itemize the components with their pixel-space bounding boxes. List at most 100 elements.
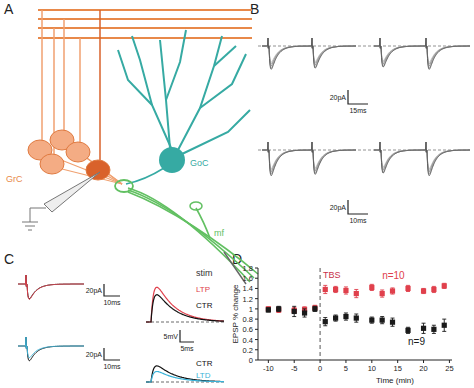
scale-label: 15ms: [349, 107, 367, 114]
plot: 00.20.40.60.811.21.41.61.8-10-5051015202…: [231, 264, 454, 385]
scale-label: 20pA: [330, 204, 347, 212]
y-tick: [255, 329, 258, 330]
x-tick-label: 15: [394, 364, 402, 373]
y-tick-label: 0.6: [243, 325, 253, 334]
x-tick: [294, 360, 295, 363]
parallel-fiber: [38, 37, 252, 39]
epsc-trace: [374, 142, 470, 170]
data-area: [266, 268, 447, 360]
error-bar: [354, 314, 358, 322]
error-bar: [442, 319, 446, 331]
data-point: [333, 315, 338, 320]
epsc-trace: [374, 142, 470, 172]
granule-cell: [86, 160, 110, 180]
panel-b-traces: 20pA15ms20pA10ms: [258, 38, 470, 224]
epsc-trace: [262, 38, 356, 69]
epsc-trace: [374, 38, 470, 68]
golgi-dendrite: [178, 36, 222, 150]
scale-label: 20pA: [86, 287, 103, 295]
label: mf: [214, 228, 224, 238]
baseline: [146, 322, 226, 323]
golgi-dendrite: [200, 54, 246, 108]
series: [266, 306, 447, 333]
golgi-dendrite: [214, 46, 236, 66]
mossy-fiber: [128, 188, 250, 282]
y-tick: [255, 298, 258, 299]
data-point: [431, 327, 436, 332]
epsp-ltp: [146, 287, 224, 322]
scale-label: 10ms: [103, 363, 121, 370]
epsc-control: [18, 337, 84, 361]
golgi-dendrite: [132, 36, 172, 150]
x-tick-label: 10: [368, 364, 376, 373]
scale-bar: [180, 330, 194, 342]
epsp-control: [146, 295, 224, 322]
data-point: [323, 287, 328, 292]
y-tick-label: 0.8: [243, 315, 253, 324]
rosette: [190, 202, 202, 210]
granule-cell: [40, 154, 64, 174]
data-point: [312, 306, 317, 311]
x-tick: [268, 360, 269, 363]
golgi-cell: [159, 147, 185, 173]
error-bar: [292, 306, 296, 316]
y-tick: [255, 278, 258, 279]
epsc-trace: [262, 142, 356, 169]
label: stim: [196, 268, 213, 278]
y-tick-label: 0.4: [243, 336, 253, 345]
data-point: [266, 307, 271, 312]
stimulus-line: [320, 268, 321, 360]
granule-axon: [41, 10, 43, 142]
series-label: n=9: [408, 336, 425, 347]
mossy-fiber: [128, 192, 258, 274]
x-tick-label: 5: [344, 364, 348, 373]
golgi-dendrite: [118, 50, 152, 105]
error-bar: [422, 288, 426, 293]
y-tick: [255, 268, 258, 269]
error-bar: [432, 325, 436, 333]
data-point: [343, 288, 348, 293]
error-bar: [370, 317, 374, 323]
scale-bar: [104, 348, 120, 360]
scale-bar: [104, 284, 120, 296]
x-tick: [397, 360, 398, 363]
y-tick-label: 1: [249, 305, 253, 314]
epsc-trace: [374, 142, 470, 169]
x-tick: [371, 360, 372, 363]
y-tick: [255, 319, 258, 320]
data-point: [369, 318, 374, 323]
y-tick: [255, 288, 258, 289]
error-bar: [432, 286, 436, 292]
error-bar: [277, 306, 281, 311]
baseline: [258, 150, 470, 151]
recording-electrode: [44, 172, 100, 212]
scale-label: 10ms: [349, 217, 367, 224]
x-axis-title: Time (min): [376, 376, 414, 385]
parallel-fiber: [38, 27, 252, 29]
y-tick: [255, 339, 258, 340]
x-tick: [320, 360, 321, 363]
epsc-trace: [374, 38, 470, 66]
error-bar: [303, 309, 307, 317]
data-point: [343, 314, 348, 319]
series: [266, 283, 447, 313]
data-point: [380, 291, 385, 296]
x-tick-label: -10: [263, 364, 274, 373]
trace-label: LTD: [196, 371, 211, 380]
panel-label: C: [4, 251, 14, 267]
error-bar: [344, 287, 348, 294]
scale-label: 5ms: [180, 345, 194, 352]
y-tick-label: 1.8: [243, 264, 253, 273]
panel-label: A: [4, 1, 14, 17]
data-point: [354, 315, 359, 320]
trace-label: CTR: [196, 301, 213, 310]
x-tick-label: 0: [318, 364, 322, 373]
trace-label: CTR: [196, 359, 213, 368]
error-bar: [391, 288, 395, 294]
scale-bar: [348, 90, 368, 104]
annotation: TBS: [323, 270, 341, 280]
y-tick-label: 1.6: [243, 274, 253, 283]
x-tick: [345, 360, 346, 363]
error-bar: [334, 315, 338, 321]
y-tick-label: 1.4: [243, 284, 253, 293]
